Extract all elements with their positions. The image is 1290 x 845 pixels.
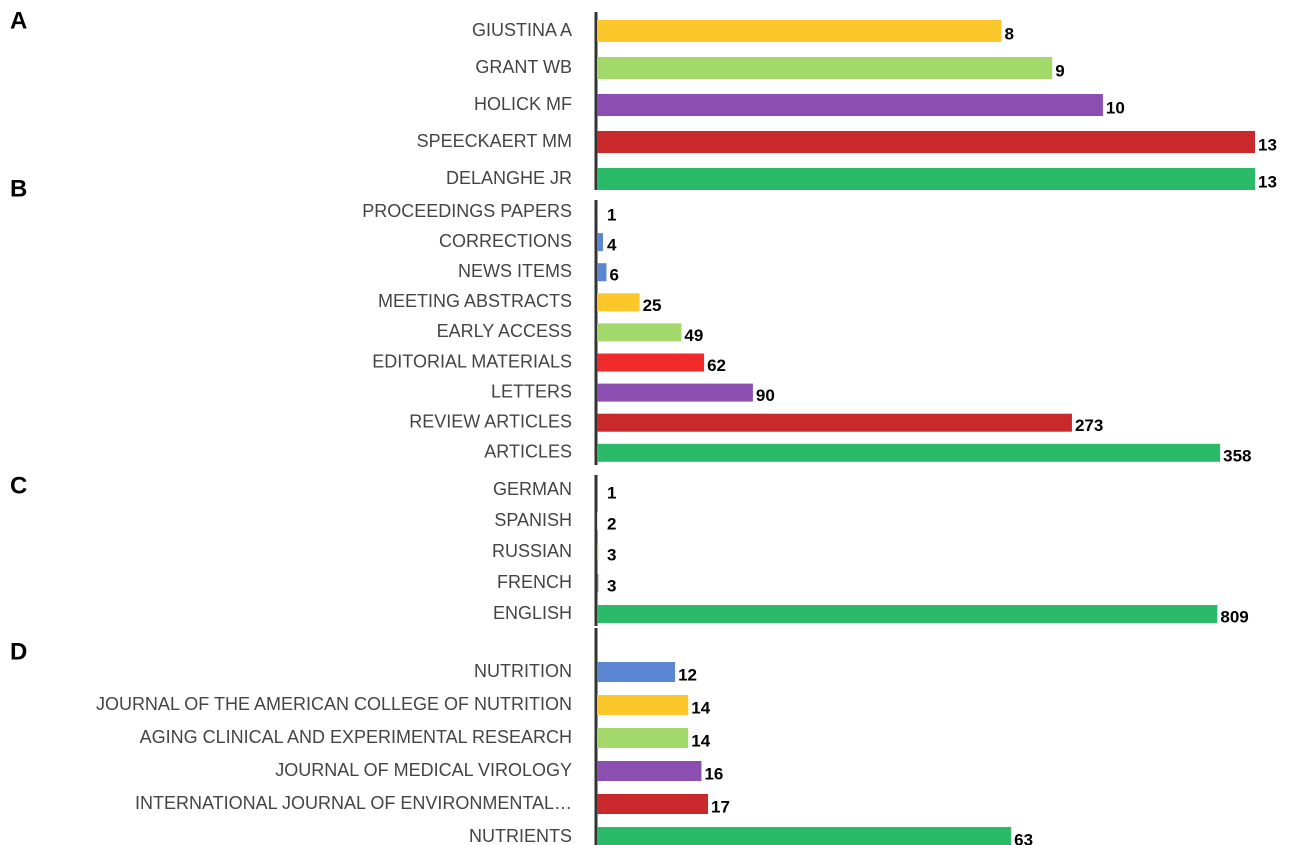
value-label: 2 bbox=[607, 514, 616, 533]
category-label: NEWS ITEMS bbox=[458, 261, 572, 281]
bar bbox=[597, 728, 689, 748]
bar bbox=[597, 383, 753, 402]
bar bbox=[597, 323, 682, 342]
value-label: 25 bbox=[643, 296, 662, 315]
bar bbox=[597, 353, 705, 372]
bar bbox=[597, 293, 640, 312]
value-label: 3 bbox=[607, 545, 616, 564]
category-label: GIUSTINA A bbox=[472, 20, 572, 40]
category-label: ENGLISH bbox=[493, 603, 572, 623]
value-label: 1 bbox=[607, 205, 616, 224]
bar bbox=[597, 233, 603, 252]
bar bbox=[597, 695, 689, 715]
bar bbox=[597, 574, 599, 592]
category-label: SPEECKAERT MM bbox=[417, 131, 572, 151]
bar bbox=[597, 794, 709, 814]
value-label: 6 bbox=[609, 266, 618, 285]
value-label: 90 bbox=[756, 386, 775, 405]
value-label: 12 bbox=[678, 665, 697, 684]
category-label: AGING CLINICAL AND EXPERIMENTAL RESEARCH bbox=[140, 727, 572, 747]
value-label: 8 bbox=[1005, 24, 1014, 43]
bar bbox=[597, 443, 1221, 462]
value-label: 4 bbox=[607, 236, 617, 255]
category-label: EDITORIAL MATERIALS bbox=[372, 351, 572, 371]
bar bbox=[597, 131, 1255, 153]
category-label: NUTRITION bbox=[474, 661, 572, 681]
bar bbox=[597, 761, 702, 781]
value-label: 14 bbox=[691, 698, 710, 717]
bar bbox=[597, 605, 1218, 623]
panel-label: A bbox=[10, 7, 27, 34]
category-label: HOLICK MF bbox=[474, 94, 572, 114]
category-label: GRANT WB bbox=[475, 57, 572, 77]
bar bbox=[597, 168, 1255, 190]
category-label: JOURNAL OF THE AMERICAN COLLEGE OF NUTRI… bbox=[96, 694, 572, 714]
category-label: MEETING ABSTRACTS bbox=[378, 291, 572, 311]
value-label: 63 bbox=[1014, 830, 1033, 845]
value-label: 3 bbox=[607, 576, 616, 595]
bar bbox=[597, 203, 598, 221]
category-label: REVIEW ARTICLES bbox=[409, 411, 572, 431]
value-label: 1 bbox=[607, 483, 616, 502]
value-label: 9 bbox=[1055, 61, 1064, 80]
category-label: CORRECTIONS bbox=[439, 231, 572, 251]
value-label: 10 bbox=[1106, 98, 1125, 117]
category-label: FRENCH bbox=[497, 572, 572, 592]
bar bbox=[597, 413, 1072, 432]
value-label: 273 bbox=[1075, 416, 1103, 435]
category-label: ARTICLES bbox=[484, 442, 572, 462]
category-label: SPANISH bbox=[494, 510, 572, 530]
category-label: PROCEEDINGS PAPERS bbox=[362, 201, 572, 221]
value-label: 49 bbox=[684, 326, 703, 345]
value-label: 17 bbox=[711, 797, 730, 816]
bar bbox=[597, 57, 1053, 79]
panel-label: D bbox=[10, 638, 27, 665]
bar bbox=[597, 263, 607, 282]
category-label: JOURNAL OF MEDICAL VIROLOGY bbox=[275, 760, 572, 780]
value-label: 13 bbox=[1258, 172, 1277, 191]
category-label: EARLY ACCESS bbox=[437, 321, 572, 341]
bar bbox=[597, 662, 676, 682]
value-label: 358 bbox=[1223, 446, 1251, 465]
value-label: 16 bbox=[704, 764, 723, 783]
category-label: LETTERS bbox=[491, 381, 572, 401]
bar bbox=[597, 543, 599, 561]
bar bbox=[597, 512, 598, 530]
category-label: NUTRIENTS bbox=[469, 826, 572, 845]
category-label: RUSSIAN bbox=[492, 541, 572, 561]
value-label: 13 bbox=[1258, 135, 1277, 154]
category-label: DELANGHE JR bbox=[446, 168, 572, 188]
category-label: INTERNATIONAL JOURNAL OF ENVIRONMENTAL… bbox=[135, 793, 572, 813]
value-label: 14 bbox=[691, 731, 710, 750]
category-label: GERMAN bbox=[493, 479, 572, 499]
bar bbox=[597, 827, 1012, 845]
bar bbox=[597, 94, 1103, 116]
panel-label: B bbox=[10, 175, 27, 202]
value-label: 62 bbox=[707, 356, 726, 375]
panel-label: C bbox=[10, 472, 27, 499]
value-label: 809 bbox=[1220, 607, 1248, 626]
bar bbox=[597, 20, 1002, 42]
